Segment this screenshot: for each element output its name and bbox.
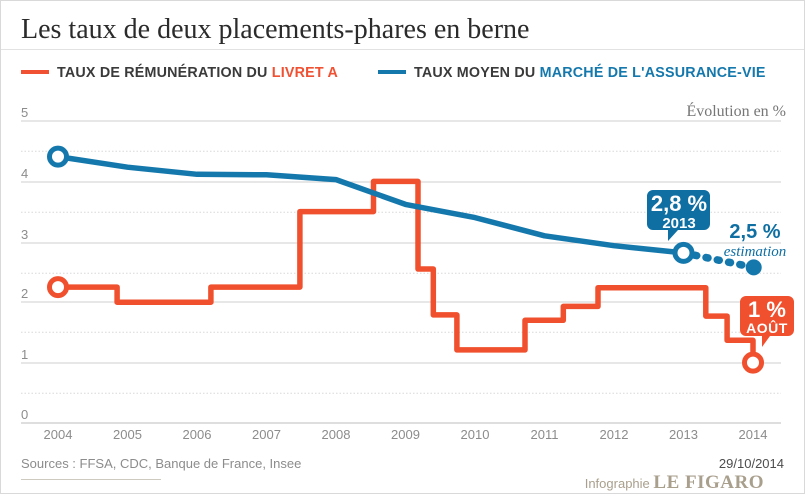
- svg-text:5: 5: [21, 105, 28, 120]
- svg-text:0: 0: [21, 407, 28, 422]
- svg-text:AOÛT: AOÛT: [746, 319, 788, 336]
- svg-text:2,8 %: 2,8 %: [651, 191, 707, 216]
- svg-text:2009: 2009: [391, 427, 420, 442]
- svg-text:2004: 2004: [44, 427, 73, 442]
- svg-text:1 %: 1 %: [748, 297, 786, 322]
- svg-text:2013: 2013: [662, 215, 695, 232]
- svg-text:2012: 2012: [600, 427, 629, 442]
- svg-text:2010: 2010: [461, 427, 490, 442]
- svg-text:2006: 2006: [183, 427, 212, 442]
- svg-text:2013: 2013: [669, 427, 698, 442]
- svg-text:2008: 2008: [322, 427, 351, 442]
- svg-text:1: 1: [21, 347, 28, 362]
- svg-text:4: 4: [21, 166, 28, 181]
- svg-text:2007: 2007: [252, 427, 281, 442]
- svg-text:3: 3: [21, 227, 28, 242]
- svg-text:Évolution en %: Évolution en %: [686, 101, 786, 120]
- svg-text:2011: 2011: [531, 427, 559, 442]
- svg-text:2: 2: [21, 286, 28, 301]
- svg-text:2014: 2014: [739, 427, 768, 442]
- svg-text:estimation: estimation: [724, 244, 787, 260]
- svg-text:2,5 %: 2,5 %: [729, 221, 780, 243]
- svg-text:2005: 2005: [113, 427, 142, 442]
